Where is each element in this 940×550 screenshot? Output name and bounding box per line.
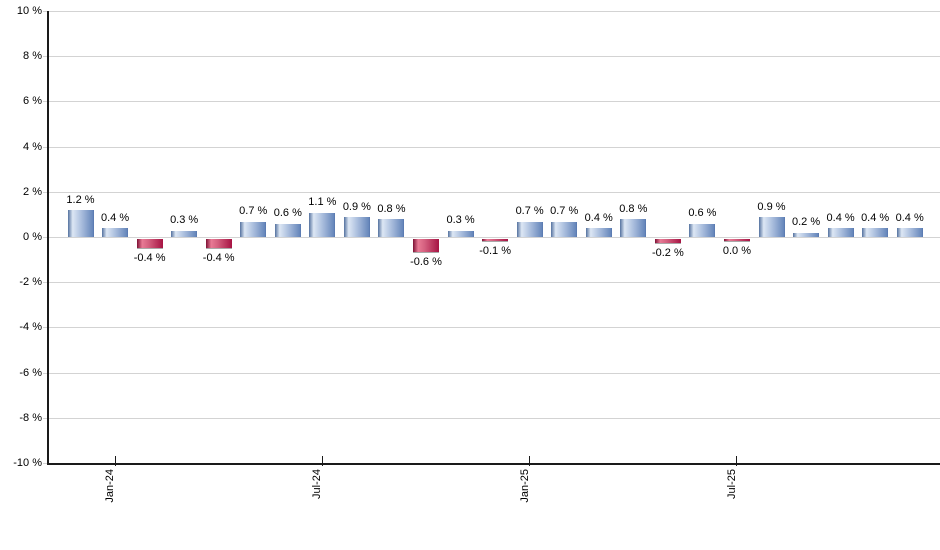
y-axis-tick-label: 6 % <box>23 95 42 108</box>
gridline <box>43 146 940 148</box>
bar-value-label: 0.0 % <box>722 244 751 257</box>
bar-value-label: 0.6 % <box>273 207 302 220</box>
bar <box>723 238 750 241</box>
x-axis-tick-label: Jul-25 <box>725 469 738 499</box>
bar <box>102 228 129 238</box>
bar <box>585 228 612 238</box>
bar <box>447 230 474 238</box>
bar <box>793 232 820 238</box>
y-axis-tick-label: -10 % <box>13 457 42 469</box>
bar-value-label: 0.4 % <box>895 211 924 224</box>
bar <box>136 238 163 248</box>
bar-value-label: 0.4 % <box>100 211 130 224</box>
x-axis-tick <box>529 455 531 466</box>
bar-value-label: 0.3 % <box>446 214 475 227</box>
bar <box>862 228 889 238</box>
bar <box>827 228 854 238</box>
bar-value-label: 0.4 % <box>861 211 890 224</box>
bar <box>274 223 301 238</box>
bar-value-label: 0.8 % <box>377 202 406 215</box>
gridline <box>43 372 940 374</box>
bar-value-label: -0.4 % <box>202 251 235 264</box>
bar-value-label: 0.3 % <box>170 214 199 227</box>
bar <box>309 212 336 238</box>
bar-value-label: 0.4 % <box>826 211 855 224</box>
y-axis-tick-label: 2 % <box>23 185 42 198</box>
bar <box>205 238 232 248</box>
bar-value-label: -0.6 % <box>410 256 442 269</box>
bar <box>896 228 923 238</box>
y-axis-tick-label: -8 % <box>19 411 42 424</box>
y-axis-tick-label: -2 % <box>19 276 42 289</box>
bar-value-label: 0.6 % <box>688 207 717 220</box>
bar-value-label: 0.7 % <box>550 205 579 218</box>
bar <box>171 230 198 238</box>
x-axis-tick-label: Jul-24 <box>311 469 324 499</box>
gridline <box>43 282 940 284</box>
bar <box>67 210 94 238</box>
x-axis-line <box>47 463 940 465</box>
gridline <box>43 237 940 238</box>
bar <box>378 219 405 238</box>
gridline <box>43 417 940 419</box>
x-axis-tick <box>114 455 116 466</box>
gridline <box>43 101 940 103</box>
y-axis-tick-label: -6 % <box>19 366 42 379</box>
bar-value-label: 0.8 % <box>619 202 648 215</box>
gridline <box>43 191 940 193</box>
bar <box>516 221 543 238</box>
bar-value-label: -0.4 % <box>133 251 166 264</box>
gridline <box>43 11 940 12</box>
bar-value-label: 0.9 % <box>757 200 786 213</box>
x-axis-tick <box>321 455 323 466</box>
x-axis-tick-label: Jan-25 <box>518 469 531 503</box>
bar <box>240 221 267 238</box>
y-axis-tick-label: 0 % <box>23 231 42 243</box>
y-axis-tick-label: 10 % <box>16 5 42 17</box>
bar-value-label: 0.4 % <box>584 211 613 224</box>
y-axis-line <box>47 11 49 465</box>
gridline <box>43 56 940 58</box>
y-axis-tick-label: 4 % <box>23 140 42 153</box>
x-axis-tick <box>736 455 738 466</box>
y-axis-tick-label: -4 % <box>19 321 42 334</box>
bar-value-label: 1.2 % <box>66 193 95 206</box>
gridline <box>43 327 940 329</box>
x-axis-tick-label: Jan-24 <box>104 469 117 503</box>
bar <box>413 238 439 253</box>
bar <box>654 238 681 244</box>
bar-value-label: 0.9 % <box>342 200 371 213</box>
bar <box>758 217 785 238</box>
bar-value-label: -0.2 % <box>651 247 684 260</box>
bar <box>551 221 578 238</box>
bar <box>482 238 509 241</box>
bar-value-label: -0.1 % <box>479 244 511 257</box>
bar <box>689 223 716 238</box>
bar-value-label: 0.7 % <box>515 205 544 218</box>
bar-value-label: 0.7 % <box>239 205 268 218</box>
bar <box>620 219 647 238</box>
y-axis-tick-label: 8 % <box>23 50 42 63</box>
bar <box>343 217 370 238</box>
bar-value-label: 1.1 % <box>308 196 337 209</box>
bar-value-label: 0.2 % <box>791 216 821 229</box>
